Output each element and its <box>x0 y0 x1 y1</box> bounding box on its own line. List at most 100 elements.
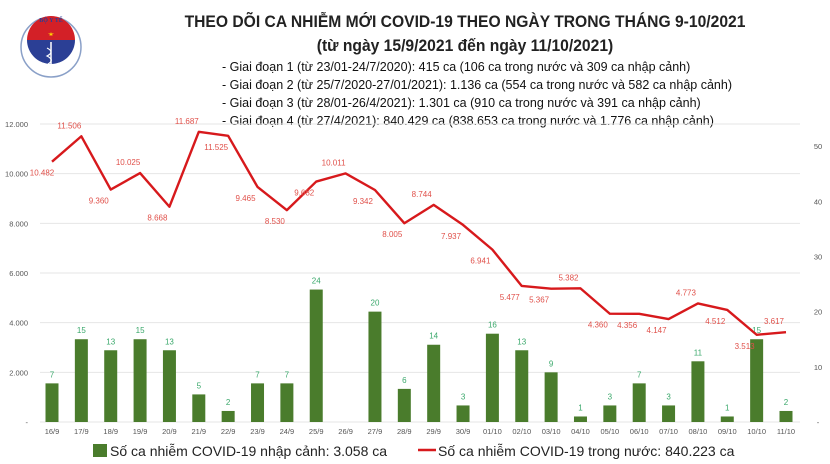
bar-imported-cases <box>427 344 441 422</box>
line-data-label: 3.513 <box>735 342 756 351</box>
x-axis-tick: 04/10 <box>571 427 590 436</box>
x-axis-tick: 29/9 <box>426 427 441 436</box>
bar-data-label: 24 <box>312 277 321 286</box>
bar-imported-cases <box>133 339 147 422</box>
x-axis-tick: 16/9 <box>45 427 60 436</box>
left-axis-tick: 4.000 <box>9 319 28 328</box>
line-data-label: 11.687 <box>175 117 199 126</box>
bar-data-label: 3 <box>608 392 613 401</box>
bar-imported-cases <box>397 388 411 422</box>
x-axis-tick: 25/9 <box>309 427 324 436</box>
line-data-label: 7.937 <box>441 232 462 241</box>
bar-data-label: 15 <box>77 326 86 335</box>
bar-imported-cases <box>573 416 587 422</box>
chart-title: THEO DÕI CA NHIỄM MỚI COVID-19 THEO NGÀY… <box>184 12 746 31</box>
bar-imported-cases <box>192 394 206 422</box>
x-axis-tick: 05/10 <box>600 427 619 436</box>
bar-imported-cases <box>632 383 646 422</box>
legend-imported-label: Số ca nhiễm COVID-19 nhập cảnh: 3.058 ca <box>110 443 387 459</box>
bar-data-label: 3 <box>461 392 466 401</box>
x-axis-tick: 30/9 <box>456 427 471 436</box>
bar-imported-cases <box>544 372 558 422</box>
left-axis-tick: 8.000 <box>9 219 28 228</box>
legend-bar-swatch <box>93 444 107 457</box>
line-data-label: 10.025 <box>116 158 141 167</box>
left-axis-tick: 2.000 <box>9 368 28 377</box>
x-axis-tick: 23/9 <box>250 427 265 436</box>
line-data-label: 11.506 <box>57 121 81 130</box>
x-axis-tick: 24/9 <box>280 427 295 436</box>
line-data-label: 8.668 <box>147 214 168 223</box>
line-data-label: 4.356 <box>617 321 638 330</box>
bar-data-label: 1 <box>578 403 583 412</box>
x-axis-tick: 19/9 <box>133 427 148 436</box>
bar-imported-cases <box>456 405 470 422</box>
bar-imported-cases <box>662 405 676 422</box>
right-axis-tick: 40 <box>814 197 822 206</box>
bar-imported-cases <box>74 339 88 422</box>
bar-data-label: 6 <box>402 376 407 385</box>
bar-data-label: 7 <box>637 370 642 379</box>
x-axis-tick: 08/10 <box>689 427 708 436</box>
line-data-label: 4.512 <box>705 317 726 326</box>
x-axis-tick: 21/9 <box>191 427 206 436</box>
line-data-label: 4.147 <box>647 326 668 335</box>
bar-data-label: 11 <box>694 348 703 357</box>
line-data-label: 10.011 <box>322 158 346 167</box>
line-data-label: 9.465 <box>236 194 257 203</box>
x-axis-tick: 26/9 <box>338 427 353 436</box>
bar-data-label: 15 <box>136 326 145 335</box>
right-axis-tick: 10 <box>814 363 822 372</box>
bar-data-label: 16 <box>488 321 497 330</box>
chart-subtitle: (từ ngày 15/9/2021 đến ngày 11/10/2021) <box>316 36 614 55</box>
line-data-label: 8.530 <box>265 217 286 226</box>
bar-imported-cases <box>162 350 176 422</box>
x-axis-tick: 17/9 <box>74 427 89 436</box>
bar-data-label: 14 <box>429 332 438 341</box>
bar-imported-cases <box>45 383 59 422</box>
x-axis-tick: 07/10 <box>659 427 678 436</box>
line-data-label: 9.360 <box>89 197 110 206</box>
bar-imported-cases <box>779 410 793 422</box>
line-data-label: 6.941 <box>470 257 491 266</box>
left-axis-tick: 12.000 <box>5 120 28 129</box>
line-data-label: 8.744 <box>412 190 433 199</box>
bar-data-label: 5 <box>197 381 202 390</box>
bar-imported-cases <box>309 289 323 422</box>
x-axis-tick: 20/9 <box>162 427 177 436</box>
bar-imported-cases <box>515 350 529 422</box>
line-data-label: 9.342 <box>353 197 374 206</box>
line-data-label: 9.682 <box>294 189 315 198</box>
x-axis-tick: 03/10 <box>542 427 561 436</box>
bar-imported-cases <box>251 383 265 422</box>
stage-2: - Giai đoạn 2 (từ 25/7/2020-27/01/2021):… <box>222 78 732 92</box>
legend-domestic-label: Số ca nhiễm COVID-19 trong nước: 840.223… <box>438 443 735 459</box>
bar-data-label: 7 <box>50 370 55 379</box>
bar-imported-cases <box>221 410 235 422</box>
bar-data-label: 13 <box>165 337 174 346</box>
x-axis-tick: 22/9 <box>221 427 236 436</box>
x-axis-tick: 18/9 <box>103 427 118 436</box>
line-data-label: 5.477 <box>500 293 521 302</box>
x-axis-tick: 01/10 <box>483 427 502 436</box>
x-axis-tick: 09/10 <box>718 427 737 436</box>
line-data-label: 4.773 <box>676 288 697 297</box>
right-axis-tick: - <box>817 418 820 427</box>
line-data-label: 5.367 <box>529 296 550 305</box>
bar-data-label: 2 <box>226 398 231 407</box>
left-axis-tick: 10.000 <box>5 170 28 179</box>
left-axis-tick: 6.000 <box>9 269 28 278</box>
bar-data-label: 15 <box>752 326 761 335</box>
line-domestic-cases <box>51 130 787 336</box>
bar-data-label: 1 <box>725 403 730 412</box>
bar-imported-cases <box>280 383 294 422</box>
right-axis-tick: 30 <box>814 252 822 261</box>
ministry-of-health-logo: BỘ Y TẾ <box>20 16 82 78</box>
bar-data-label: 13 <box>106 337 115 346</box>
line-data-label: 10.482 <box>30 169 55 178</box>
bar-imported-cases <box>750 339 764 422</box>
right-axis-tick: 20 <box>814 308 822 317</box>
bar-data-label: 7 <box>255 370 260 379</box>
bar-imported-cases <box>485 333 499 422</box>
